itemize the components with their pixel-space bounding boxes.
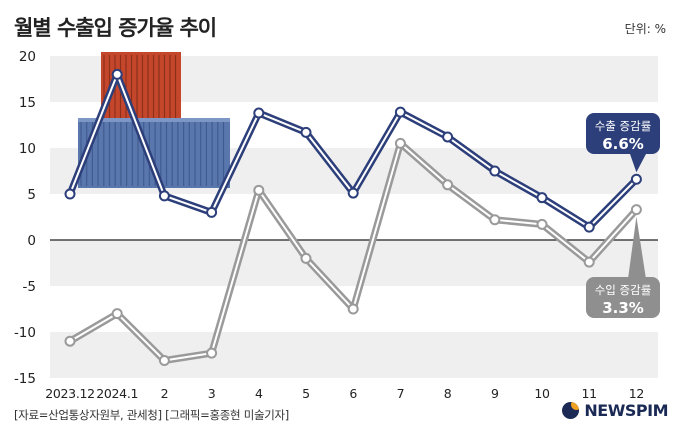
x-tick-label: 3 [208, 386, 216, 401]
y-tick-label: -5 [23, 279, 36, 295]
data-point [64, 188, 76, 200]
unit-label: 단위: % [624, 22, 666, 36]
data-point [442, 131, 454, 143]
data-point [583, 221, 595, 233]
data-point [536, 218, 548, 230]
x-tick-label: 8 [444, 386, 452, 401]
data-point [630, 173, 642, 185]
data-point [158, 355, 170, 367]
data-point [394, 106, 406, 118]
data-point [158, 190, 170, 202]
data-point [347, 187, 359, 199]
import-callout-name: 수입 증감률 [595, 283, 652, 297]
import-callout-value: 3.3% [602, 299, 644, 317]
data-point [300, 126, 312, 138]
import-callout: 수입 증감률 3.3% [586, 216, 660, 318]
x-tick-label: 2024.1 [96, 386, 138, 401]
x-tick-label: 7 [397, 386, 405, 401]
x-tick-label: 2 [161, 386, 169, 401]
y-tick-label: -15 [14, 371, 36, 387]
series-lines [64, 68, 642, 367]
y-tick-label: 15 [19, 95, 36, 111]
data-point [206, 206, 218, 218]
x-tick-label: 11 [582, 386, 597, 401]
export-callout-name: 수출 증감률 [595, 119, 652, 133]
series-callouts: 수출 증감률 6.6% 수입 증감률 3.3% [586, 113, 660, 318]
data-point [489, 165, 501, 177]
data-point [630, 204, 642, 216]
export-callout-pointer [630, 154, 646, 173]
y-tick-label: 0 [27, 233, 36, 249]
grid-band [50, 240, 658, 286]
data-point [536, 192, 548, 204]
x-tick-label: 12 [629, 386, 644, 401]
data-point [253, 184, 265, 196]
newspim-logo-text: NEWSPIM [584, 401, 668, 420]
x-tick-label: 6 [349, 386, 357, 401]
data-point [206, 347, 218, 359]
import-callout-pointer [628, 216, 646, 279]
data-point [111, 308, 123, 320]
export-series [64, 68, 642, 233]
export-callout: 수출 증감률 6.6% [586, 113, 660, 173]
data-point [111, 68, 123, 80]
export-callout-box [586, 113, 660, 154]
blue-container-top [78, 118, 230, 122]
import-series [64, 137, 642, 367]
y-tick-label: -10 [14, 325, 36, 341]
export-callout-value: 6.6% [602, 135, 644, 153]
x-tick-label: 9 [491, 386, 499, 401]
x-tick-label: 2023.12 [45, 386, 95, 401]
y-axis-ticks: 20 15 10 5 0 -5 -10 -15 [14, 49, 36, 387]
y-tick-label: 10 [19, 141, 36, 157]
newspim-logo: NEWSPIM [562, 401, 668, 420]
y-tick-label: 20 [19, 49, 36, 65]
source-credit: [자료=산업통상자원부, 관세청] [그래픽=홍종현 미술기자] [14, 408, 289, 422]
newspim-logo-icon [562, 402, 580, 419]
data-point [442, 179, 454, 191]
data-point [394, 137, 406, 149]
chart-title: 월별 수출입 증가율 추이 [14, 16, 217, 40]
red-container [101, 52, 181, 120]
data-point [489, 214, 501, 226]
x-axis-ticks: 2023.12 2024.1 2 3 4 5 6 7 8 9 10 11 12 [45, 386, 644, 401]
data-point [300, 252, 312, 264]
x-tick-label: 4 [255, 386, 263, 401]
grid-band [50, 332, 658, 378]
x-tick-label: 10 [534, 386, 550, 401]
data-point [583, 256, 595, 268]
x-tick-label: 5 [302, 386, 310, 401]
data-point [64, 335, 76, 347]
import-callout-box [586, 277, 660, 318]
data-point [347, 303, 359, 315]
y-tick-label: 5 [27, 187, 36, 203]
data-point [253, 107, 265, 119]
